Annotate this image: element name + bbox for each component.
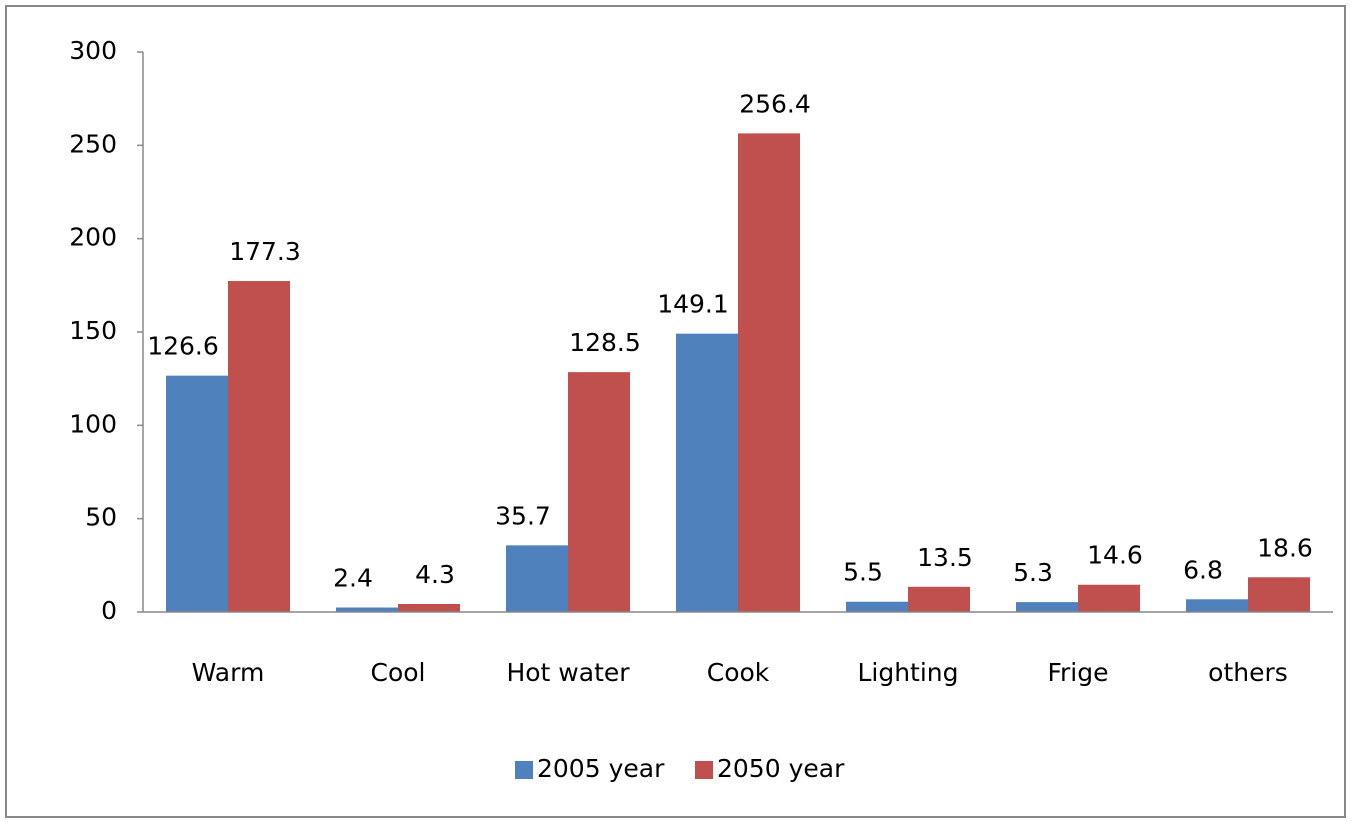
bar [398, 603, 460, 612]
y-tick-label: 300 [69, 36, 117, 65]
data-label: 13.5 [917, 543, 973, 572]
data-label: 5.3 [1013, 558, 1053, 587]
x-tick-label: Warm [192, 658, 265, 687]
bar [166, 375, 228, 612]
x-tick-label: Cool [371, 658, 426, 687]
bar [1016, 602, 1078, 612]
x-tick-label: others [1208, 658, 1288, 687]
y-tick-label: 50 [85, 503, 117, 532]
bar [228, 281, 290, 612]
data-label: 14.6 [1087, 541, 1143, 570]
x-tick-label: Frige [1047, 658, 1108, 687]
legend-swatch [515, 761, 533, 779]
bar [568, 372, 630, 612]
data-label: 6.8 [1183, 555, 1223, 584]
legend-label: 2050 year [717, 754, 845, 783]
data-label: 4.3 [415, 560, 455, 589]
y-tick-label: 200 [69, 223, 117, 252]
data-label: 18.6 [1257, 533, 1313, 562]
y-tick-label: 0 [101, 596, 117, 625]
data-label: 126.6 [147, 332, 219, 361]
bar [908, 586, 970, 612]
x-tick-label: Hot water [506, 658, 630, 687]
legend-label: 2005 year [537, 754, 665, 783]
data-label: 177.3 [229, 237, 301, 266]
bar [506, 545, 568, 612]
bar [1248, 577, 1310, 612]
bar [1078, 584, 1140, 612]
bar [676, 333, 738, 612]
y-tick-label: 150 [69, 316, 117, 345]
y-tick-label: 250 [69, 129, 117, 158]
x-tick-label: Lighting [857, 658, 958, 687]
data-label: 128.5 [569, 328, 641, 357]
data-label: 2.4 [333, 564, 373, 593]
data-label: 5.5 [843, 558, 883, 587]
legend-swatch [695, 761, 713, 779]
bar [846, 601, 908, 612]
data-label: 149.1 [657, 290, 729, 319]
y-tick-label: 100 [69, 409, 117, 438]
data-label: 35.7 [495, 501, 551, 530]
bar [336, 607, 398, 612]
bar [1186, 599, 1248, 612]
bar [738, 133, 800, 613]
data-label: 256.4 [739, 89, 811, 118]
x-tick-label: Cook [707, 658, 770, 687]
